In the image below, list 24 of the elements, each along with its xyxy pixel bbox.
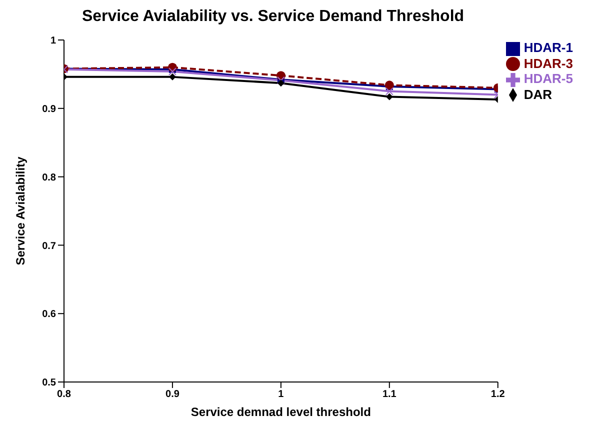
x-tick-label: 1 — [278, 389, 284, 400]
y-tick-label: 0.9 — [42, 104, 56, 115]
y-axis-title: Service Avialability — [13, 156, 28, 266]
legend-label: DAR — [524, 86, 552, 102]
x-axis-title: Service demnad level threshold — [190, 405, 371, 419]
x-tick-label: 0.9 — [166, 389, 180, 400]
y-tick-label: 0.5 — [42, 378, 56, 389]
point — [386, 93, 393, 100]
point — [168, 73, 176, 80]
x-tick-label: 0.8 — [57, 389, 72, 400]
x-tick-label: 1.2 — [490, 389, 506, 400]
chart-title: Service Avialability vs. Service Demand Threshold — [80, 8, 466, 26]
point — [168, 67, 176, 76]
y-tick-label: 0.8 — [42, 172, 56, 184]
y-tick-label: 0.6 — [42, 309, 56, 320]
y-tick-label: 1 — [50, 36, 56, 47]
y-tick-label: 0.7 — [42, 240, 56, 252]
legend-label: HDAR-5 — [524, 71, 573, 86]
x-tick-label: 1.1 — [382, 389, 397, 400]
point — [385, 87, 394, 96]
legend-label: HDAR-1 — [524, 40, 573, 55]
point — [384, 80, 394, 90]
point — [277, 80, 284, 87]
legend-label: HDAR-3 — [524, 56, 573, 71]
